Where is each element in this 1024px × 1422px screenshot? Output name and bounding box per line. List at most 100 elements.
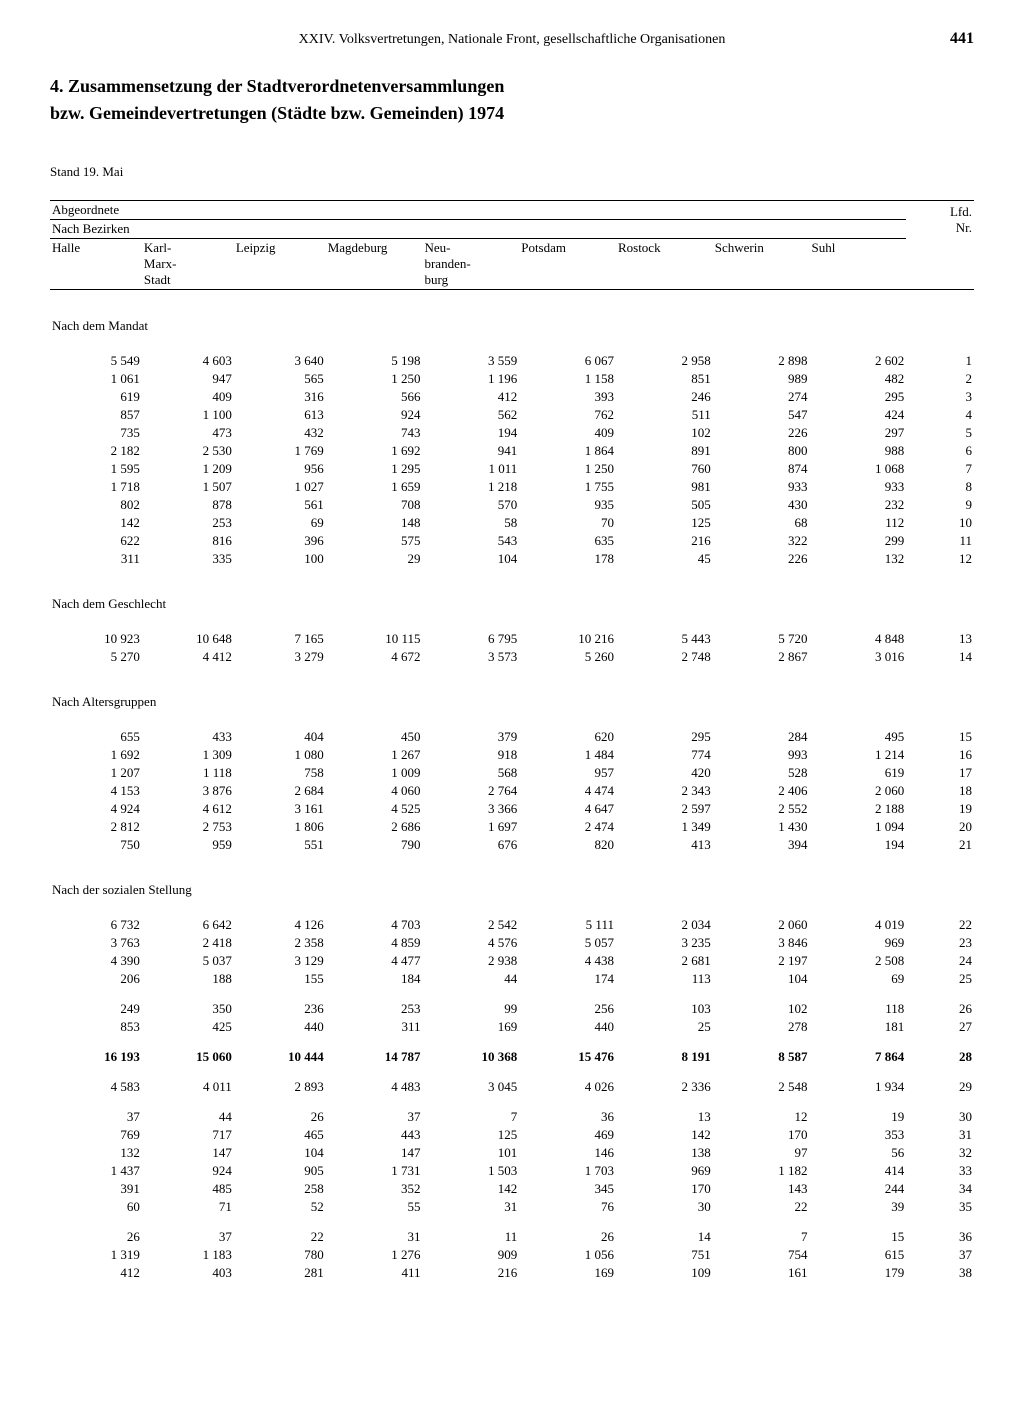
data-cell: 735 [50, 424, 142, 442]
table-row: 4 9244 6123 1614 5253 3664 6472 5972 552… [50, 800, 974, 818]
data-cell: 102 [616, 424, 713, 442]
data-cell: 12 [713, 1108, 810, 1126]
data-cell: 125 [422, 1126, 519, 1144]
data-cell: 2 406 [713, 782, 810, 800]
data-cell: 25 [616, 1018, 713, 1036]
data-cell: 941 [422, 442, 519, 460]
data-cell: 169 [519, 1264, 616, 1282]
table-row: 311335100291041784522613212 [50, 550, 974, 568]
data-cell: 760 [616, 460, 713, 478]
data-cell: 3 045 [422, 1078, 519, 1096]
data-cell: 2 336 [616, 1078, 713, 1096]
data-cell: 3 366 [422, 800, 519, 818]
data-cell: 10 115 [326, 630, 423, 648]
data-cell: 22 [713, 1198, 810, 1216]
lfd-cell: 33 [906, 1162, 974, 1180]
data-cell: 37 [326, 1108, 423, 1126]
data-cell: 4 483 [326, 1078, 423, 1096]
table-row: 5 2704 4123 2794 6723 5735 2602 7482 867… [50, 648, 974, 666]
data-cell: 1 755 [519, 478, 616, 496]
data-cell: 1 692 [326, 442, 423, 460]
data-cell: 874 [713, 460, 810, 478]
lfd-cell: 18 [906, 782, 974, 800]
data-cell: 39 [809, 1198, 906, 1216]
lfd-cell: 24 [906, 952, 974, 970]
data-cell: 22 [234, 1228, 326, 1246]
data-cell: 3 763 [50, 934, 142, 952]
data-cell: 1 697 [422, 818, 519, 836]
data-cell: 790 [326, 836, 423, 854]
data-cell: 295 [809, 388, 906, 406]
data-cell: 16 193 [50, 1048, 142, 1066]
data-cell: 316 [234, 388, 326, 406]
table-row: 60715255317630223935 [50, 1198, 974, 1216]
data-cell: 4 412 [142, 648, 234, 666]
data-cell: 751 [616, 1246, 713, 1264]
rows-sozial-bold: 16 19315 06010 44414 78710 36815 4768 19… [50, 1048, 974, 1066]
data-cell: 132 [50, 1144, 142, 1162]
data-cell: 933 [809, 478, 906, 496]
col-neubrandenburg: Neu- branden- burg [422, 239, 519, 290]
data-cell: 2 548 [713, 1078, 810, 1096]
data-cell: 1 864 [519, 442, 616, 460]
data-cell: 774 [616, 746, 713, 764]
data-cell: 6 067 [519, 352, 616, 370]
lfd-cell: 26 [906, 1000, 974, 1018]
data-cell: 396 [234, 532, 326, 550]
data-cell: 132 [809, 550, 906, 568]
data-cell: 1 692 [50, 746, 142, 764]
data-cell: 2 893 [234, 1078, 326, 1096]
data-cell: 169 [422, 1018, 519, 1036]
table-row: 6 7326 6424 1264 7032 5425 1112 0342 060… [50, 916, 974, 934]
table-row: 1 4379249051 7311 5031 7039691 18241433 [50, 1162, 974, 1180]
table-row: 206188155184441741131046925 [50, 970, 974, 988]
data-cell: 345 [519, 1180, 616, 1198]
data-cell: 3 876 [142, 782, 234, 800]
data-cell: 26 [234, 1108, 326, 1126]
data-cell: 36 [519, 1108, 616, 1126]
data-cell: 76 [519, 1198, 616, 1216]
table-row: 1 3191 1837801 2769091 05675175461537 [50, 1246, 974, 1264]
table-row: 4 5834 0112 8934 4833 0454 0262 3362 548… [50, 1078, 974, 1096]
rows-sozial-d: 3744263773613121930769717465443125469142… [50, 1108, 974, 1216]
table-row: 5 5494 6033 6405 1983 5596 0672 9582 898… [50, 352, 974, 370]
data-cell: 4 612 [142, 800, 234, 818]
data-cell: 905 [234, 1162, 326, 1180]
lfd-cell: 35 [906, 1198, 974, 1216]
data-cell: 993 [713, 746, 810, 764]
section-sozial: Nach der sozialen Stellung [50, 854, 974, 916]
data-cell: 4 060 [326, 782, 423, 800]
data-cell: 935 [519, 496, 616, 514]
col-rostock: Rostock [616, 239, 713, 290]
table-row: 2 8122 7531 8062 6861 6972 4741 3491 430… [50, 818, 974, 836]
data-cell: 1 061 [50, 370, 142, 388]
data-cell: 2 474 [519, 818, 616, 836]
data-cell: 1 349 [616, 818, 713, 836]
table-row: 1422536914858701256811210 [50, 514, 974, 532]
data-cell: 353 [809, 1126, 906, 1144]
data-cell: 956 [234, 460, 326, 478]
data-cell: 969 [809, 934, 906, 952]
table-row: 1 7181 5071 0271 6591 2181 7559819339338 [50, 478, 974, 496]
data-cell: 109 [616, 1264, 713, 1282]
data-cell: 322 [713, 532, 810, 550]
table-row: 4 1533 8762 6844 0602 7644 4742 3432 406… [50, 782, 974, 800]
data-cell: 1 214 [809, 746, 906, 764]
lfd-cell: 12 [906, 550, 974, 568]
data-cell: 184 [326, 970, 423, 988]
data-cell: 2 602 [809, 352, 906, 370]
data-cell: 5 057 [519, 934, 616, 952]
data-cell: 3 559 [422, 352, 519, 370]
lfd-cell: 31 [906, 1126, 974, 1144]
data-cell: 1 183 [142, 1246, 234, 1264]
lfd-cell: 1 [906, 352, 974, 370]
data-cell: 4 576 [422, 934, 519, 952]
data-cell: 71 [142, 1198, 234, 1216]
data-cell: 620 [519, 728, 616, 746]
data-cell: 758 [234, 764, 326, 782]
data-cell: 11 [422, 1228, 519, 1246]
data-cell: 2 530 [142, 442, 234, 460]
data-cell: 2 958 [616, 352, 713, 370]
data-cell: 125 [616, 514, 713, 532]
table-row: 2493502362539925610310211826 [50, 1000, 974, 1018]
